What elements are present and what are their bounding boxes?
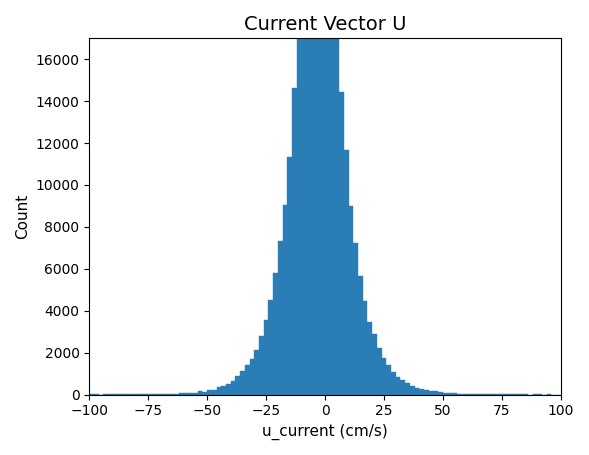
Bar (278, 241, 283, 394)
Y-axis label: Count: Count (15, 194, 30, 239)
Bar (438, 392, 443, 394)
Bar (184, 393, 188, 394)
Bar (320, 0, 325, 394)
Title: Current Vector U: Current Vector U (244, 15, 406, 34)
Bar (193, 393, 198, 394)
Bar (259, 336, 264, 394)
Bar (292, 88, 297, 394)
Bar (212, 389, 217, 394)
Bar (221, 385, 226, 394)
Bar (372, 334, 377, 394)
Bar (434, 391, 438, 394)
Bar (405, 384, 410, 394)
Bar (401, 380, 405, 394)
Bar (396, 377, 401, 394)
Bar (358, 276, 363, 394)
Bar (410, 386, 415, 394)
Bar (250, 359, 254, 394)
Bar (297, 9, 302, 394)
Bar (203, 392, 207, 394)
Bar (335, 4, 339, 394)
Bar (429, 391, 434, 394)
Bar (368, 322, 372, 394)
Bar (382, 358, 386, 394)
Bar (353, 243, 358, 394)
Bar (287, 157, 292, 394)
Bar (443, 393, 448, 394)
Bar (269, 300, 273, 394)
Bar (415, 388, 419, 394)
Bar (264, 320, 269, 394)
Bar (325, 0, 330, 394)
Bar (245, 364, 250, 394)
Bar (254, 350, 259, 394)
Bar (226, 384, 231, 394)
Bar (302, 0, 306, 394)
Bar (198, 391, 203, 394)
Bar (330, 0, 335, 394)
Bar (217, 387, 221, 394)
Bar (311, 0, 316, 394)
Bar (231, 380, 236, 394)
Bar (424, 390, 429, 394)
Bar (179, 393, 184, 394)
Bar (236, 376, 240, 394)
Bar (188, 393, 193, 394)
Bar (306, 0, 311, 394)
Bar (316, 0, 320, 394)
Bar (386, 365, 391, 394)
Bar (349, 207, 353, 394)
Bar (363, 301, 368, 394)
X-axis label: u_current (cm/s): u_current (cm/s) (262, 424, 388, 440)
Bar (391, 372, 396, 394)
Bar (240, 371, 245, 394)
Bar (273, 273, 278, 394)
Bar (419, 389, 424, 394)
Bar (207, 390, 212, 394)
Bar (339, 92, 344, 394)
Bar (283, 205, 287, 394)
Bar (377, 348, 382, 394)
Bar (344, 150, 349, 394)
